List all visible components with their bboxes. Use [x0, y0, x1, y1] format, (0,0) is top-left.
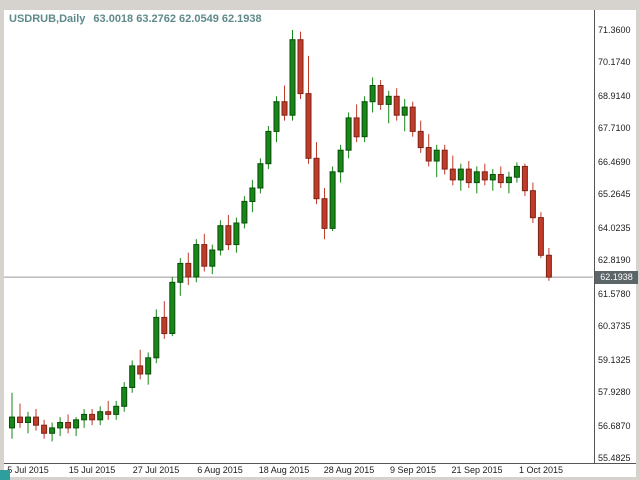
candle: [337, 149, 344, 173]
chart-surface[interactable]: [4, 10, 636, 477]
price-axis-label: 59.1325: [598, 355, 631, 365]
candle: [209, 249, 216, 267]
price-axis-label: 55.4825: [598, 453, 631, 463]
candle: [457, 168, 464, 181]
price-axis-label: 56.6870: [598, 421, 631, 431]
time-axis-label: 27 Jul 2015: [132, 465, 180, 475]
candle: [193, 244, 200, 278]
symbol-timeframe-label: USDRUB,Daily: [9, 13, 86, 25]
candle: [129, 365, 136, 388]
candle: [521, 165, 528, 192]
candle: [377, 85, 384, 105]
candle: [393, 95, 400, 116]
candle: [225, 225, 232, 246]
time-axis-label: 5 Jul 2015: [7, 465, 49, 475]
candle: [201, 244, 208, 267]
candle: [49, 427, 56, 434]
time-axis-label: 28 Aug 2015: [323, 465, 375, 475]
chart-title: USDRUB,Daily 63.0018 63.2762 62.0549 62.1…: [9, 13, 262, 25]
candle: [425, 147, 432, 162]
candle: [529, 190, 536, 219]
candle: [353, 117, 360, 138]
candle: [473, 171, 480, 184]
candle: [25, 416, 31, 424]
candle: [281, 101, 288, 116]
candle: [217, 225, 224, 251]
candle: [57, 422, 64, 429]
candle: [73, 419, 80, 429]
candle: [137, 365, 144, 375]
candle: [401, 106, 408, 116]
candle: [177, 262, 184, 283]
candle: [297, 39, 304, 95]
candle: [409, 106, 416, 132]
candle: [345, 117, 352, 151]
candle: [33, 416, 39, 426]
time-axis-label: 18 Aug 2015: [258, 465, 310, 475]
candle: [505, 176, 512, 184]
price-axis-label: 61.5780: [598, 289, 631, 299]
price-axis-label: 68.9140: [598, 91, 631, 101]
chart-scroll-marker[interactable]: [0, 470, 10, 480]
candle: [121, 386, 128, 407]
candle: [81, 413, 88, 421]
time-axis-label: 1 Oct 2015: [518, 465, 564, 475]
price-axis-label: 60.3735: [598, 321, 631, 331]
candle: [385, 95, 392, 105]
candle: [513, 165, 520, 178]
candle: [145, 357, 152, 375]
price-axis-label: 62.8190: [598, 255, 631, 265]
candle: [361, 101, 368, 138]
price-axis-label: 71.3600: [598, 25, 631, 35]
candle: [417, 130, 424, 149]
candle: [313, 157, 320, 200]
time-axis-label: 6 Aug 2015: [197, 465, 243, 475]
candle: [241, 200, 248, 224]
candle: [185, 262, 192, 278]
price-axis-label: 57.9280: [598, 387, 631, 397]
candle: [257, 163, 264, 189]
candle: [105, 411, 112, 415]
candle: [497, 174, 504, 184]
candle: [481, 171, 488, 181]
time-axis-label: 21 Sep 2015: [451, 465, 503, 475]
candle: [465, 168, 472, 184]
candle: [273, 101, 280, 132]
candle: [329, 171, 336, 229]
candle: [233, 222, 240, 246]
candle: [17, 416, 23, 424]
candle: [9, 416, 15, 429]
candle: [537, 217, 544, 256]
candle: [305, 93, 312, 159]
candle: [161, 316, 168, 335]
candle: [65, 422, 72, 429]
candle: [89, 413, 96, 421]
candle: [265, 130, 272, 165]
candle: [441, 149, 448, 170]
ohlc-values-label: 63.0018 63.2762 62.0549 62.1938: [93, 13, 262, 25]
candle: [289, 39, 296, 116]
candle: [449, 168, 456, 181]
time-axis-label: 9 Sep 2015: [389, 465, 437, 475]
candle: [169, 281, 176, 334]
price-axis-label: 64.0235: [598, 223, 631, 233]
candle: [321, 198, 328, 229]
candle: [545, 254, 552, 278]
price-axis-label: 67.7100: [598, 123, 631, 133]
candle: [489, 174, 496, 181]
price-axis-label: 65.2645: [598, 189, 631, 199]
candle: [369, 85, 376, 103]
candle: [249, 187, 256, 202]
candle: [153, 316, 160, 359]
candle: [97, 411, 104, 421]
price-axis-label: 66.4690: [598, 157, 631, 167]
price-axis-label: 70.1740: [598, 57, 631, 67]
time-axis-label: 15 Jul 2015: [68, 465, 116, 475]
current-price-tag: 62.1938: [595, 271, 638, 284]
candle: [113, 405, 120, 415]
candle: [433, 149, 440, 162]
candle: [41, 424, 48, 434]
